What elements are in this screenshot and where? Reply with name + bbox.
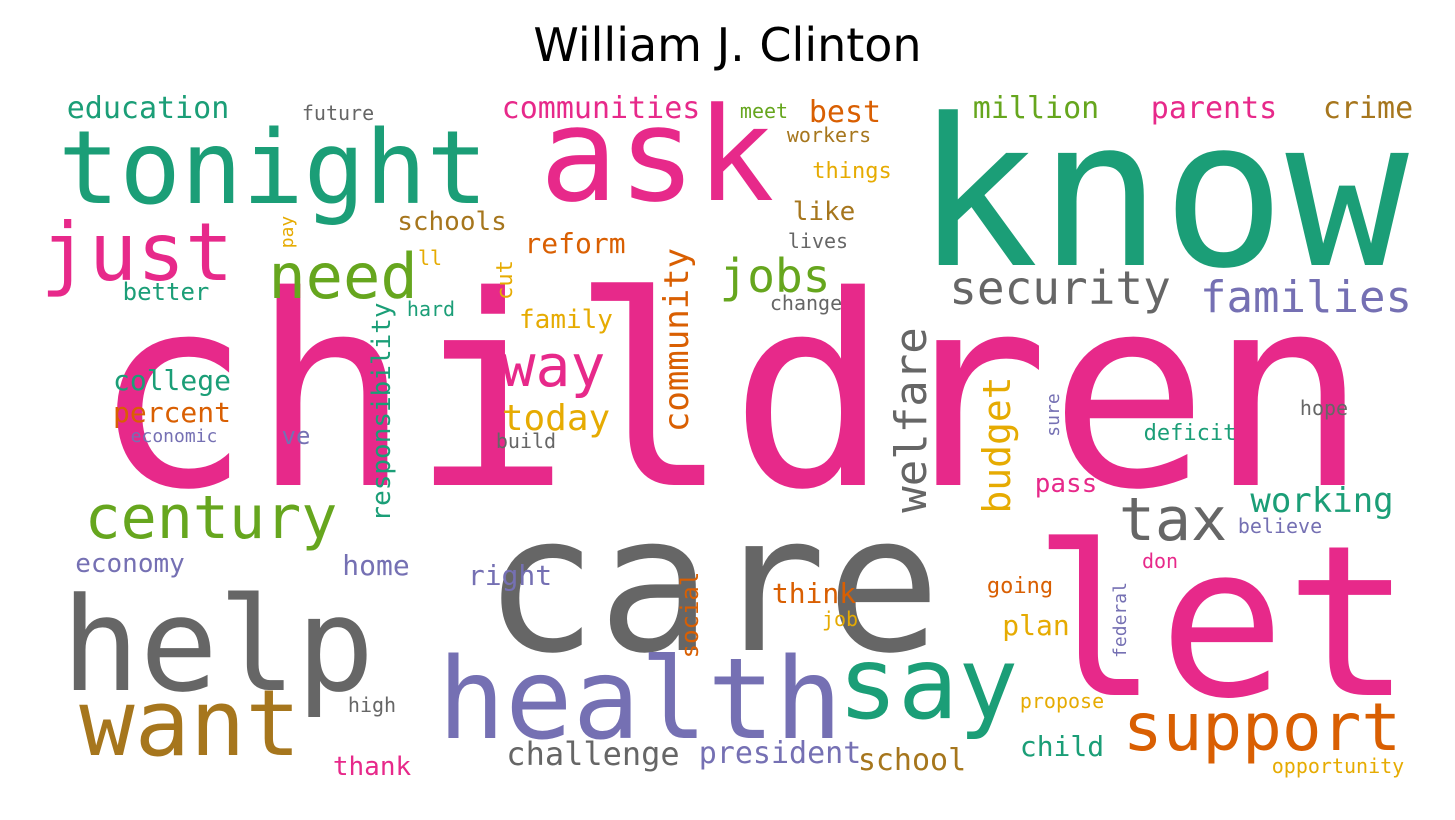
word-schools: schools bbox=[397, 207, 507, 237]
word-hope: hope bbox=[1300, 396, 1348, 420]
word-opportunity: opportunity bbox=[1272, 754, 1404, 778]
word-care: care bbox=[483, 474, 941, 695]
word-child: child bbox=[1020, 730, 1104, 763]
word-meet: meet bbox=[740, 99, 788, 123]
word-think: think bbox=[772, 577, 856, 610]
word-security: security bbox=[949, 261, 1171, 315]
word-school: school bbox=[858, 743, 966, 778]
word-better: better bbox=[123, 278, 210, 306]
word-family: family bbox=[519, 305, 613, 335]
word-know: know bbox=[915, 76, 1409, 314]
word-hard: hard bbox=[407, 297, 455, 321]
word-high: high bbox=[348, 693, 396, 717]
word-social: social bbox=[676, 572, 704, 659]
word-cut: cut bbox=[493, 260, 518, 300]
word-pay: pay bbox=[277, 216, 298, 249]
word-tonight: tonight bbox=[58, 109, 488, 228]
word-communities: communities bbox=[502, 91, 701, 126]
word-education: education bbox=[67, 91, 230, 126]
word-way: way bbox=[501, 332, 606, 400]
word-deficit: deficit bbox=[1144, 421, 1237, 446]
word-need: need bbox=[268, 240, 417, 313]
word-believe: believe bbox=[1238, 514, 1322, 538]
word-propose: propose bbox=[1020, 689, 1104, 713]
word-home: home bbox=[342, 549, 409, 582]
word-going: going bbox=[987, 574, 1053, 599]
word-reform: reform bbox=[524, 227, 625, 260]
word-welfare: welfare bbox=[886, 327, 937, 512]
word-just: just bbox=[41, 206, 234, 299]
word-build: build bbox=[496, 429, 556, 453]
word-future: future bbox=[302, 101, 374, 125]
word-help: help bbox=[61, 569, 374, 721]
word-college: college bbox=[113, 364, 231, 397]
word-like: like bbox=[793, 197, 856, 227]
word-ve: ve bbox=[282, 422, 311, 450]
word-parents: parents bbox=[1151, 91, 1277, 126]
word-job: job bbox=[822, 607, 858, 631]
word-sure: sure bbox=[1043, 393, 1064, 436]
word-million: million bbox=[973, 91, 1099, 126]
word-century: century bbox=[85, 483, 338, 553]
word-economic: economic bbox=[131, 426, 218, 447]
word-say: say bbox=[838, 625, 1019, 742]
word-today: today bbox=[502, 398, 610, 439]
word-support: support bbox=[1123, 689, 1401, 766]
word-plan: plan bbox=[1002, 609, 1069, 642]
word-best: best bbox=[809, 95, 881, 130]
word-want: want bbox=[79, 670, 301, 777]
word-community: community bbox=[657, 248, 697, 432]
word-things: things bbox=[812, 159, 891, 184]
word-federal: federal bbox=[1110, 582, 1131, 658]
page-title: William J. Clinton bbox=[533, 18, 922, 72]
word-families: families bbox=[1200, 272, 1412, 323]
word-budget: budget bbox=[975, 376, 1019, 513]
word-let: let bbox=[1032, 500, 1411, 745]
word-challenge: challenge bbox=[506, 735, 679, 773]
word-president: president bbox=[699, 736, 862, 771]
word-working: working bbox=[1250, 481, 1393, 521]
word-responsibility: responsibility bbox=[367, 302, 397, 521]
word-change: change bbox=[770, 291, 842, 315]
word-right: right bbox=[468, 559, 552, 592]
word-jobs: jobs bbox=[720, 249, 831, 303]
word-tax: tax bbox=[1119, 485, 1227, 555]
word-workers: workers bbox=[787, 123, 871, 147]
word-pass: pass bbox=[1035, 469, 1098, 499]
word-thank: thank bbox=[333, 752, 412, 782]
word-ask: ask bbox=[540, 79, 775, 231]
word-crime: crime bbox=[1323, 91, 1413, 126]
word-lives: lives bbox=[788, 229, 848, 253]
word-ll: ll bbox=[418, 246, 442, 270]
word-economy: economy bbox=[75, 549, 185, 579]
word-children: children bbox=[92, 240, 1368, 548]
word-health: health bbox=[438, 635, 843, 765]
word-percent: percent bbox=[113, 396, 231, 429]
word-don: don bbox=[1142, 549, 1178, 573]
